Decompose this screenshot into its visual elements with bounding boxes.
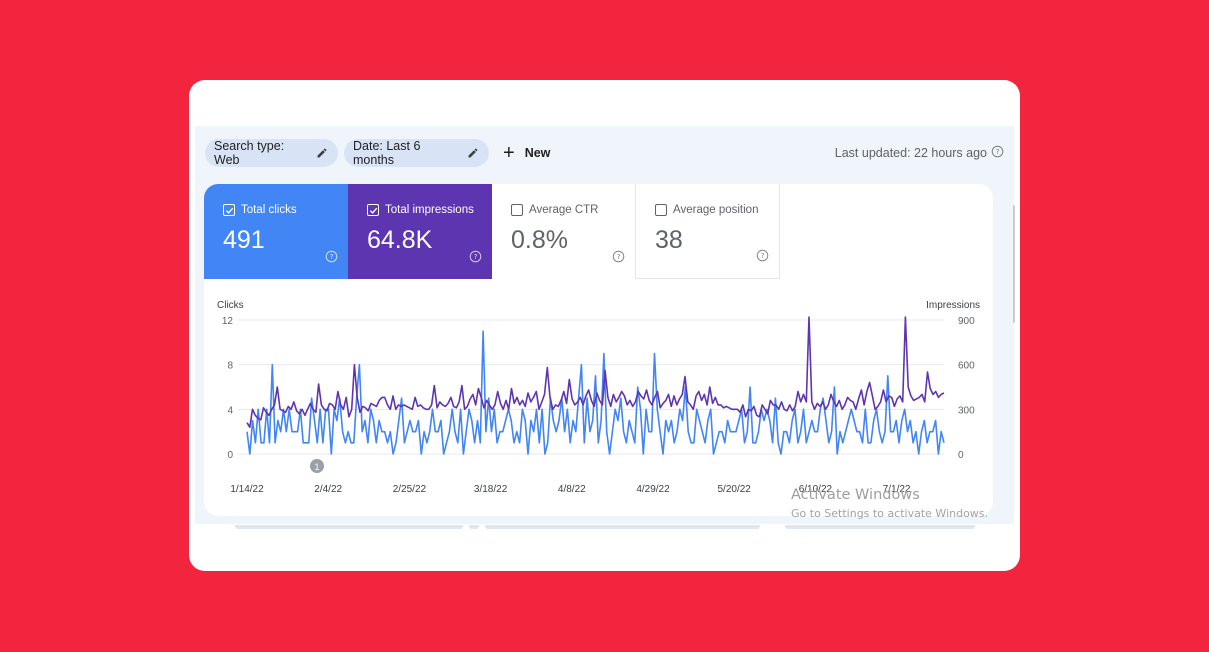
- pencil-icon: [467, 147, 479, 159]
- help-icon[interactable]: ?: [325, 250, 338, 268]
- x-tick-label: 2/25/22: [393, 484, 427, 495]
- svg-text:?: ?: [617, 252, 621, 261]
- annotation-marker-label: 1: [314, 462, 319, 472]
- below-cards-strip: [235, 525, 985, 529]
- checkbox-unchecked-icon[interactable]: [511, 204, 523, 216]
- help-icon[interactable]: ?: [469, 250, 482, 268]
- metric-value: 491: [223, 226, 265, 254]
- x-tick-label: 4/8/22: [558, 484, 586, 495]
- checkbox-checked-icon[interactable]: [223, 204, 235, 216]
- watermark-title: Activate Windows: [791, 487, 920, 503]
- help-icon[interactable]: ?: [756, 249, 769, 267]
- x-tick-label: 7/1/22: [883, 484, 911, 495]
- annotation-marker[interactable]: 1: [310, 459, 324, 473]
- x-tick-label: 3/18/22: [474, 484, 508, 495]
- search-type-chip[interactable]: Search type: Web: [205, 139, 338, 167]
- left-axis-title: Clicks: [217, 300, 244, 311]
- right-tick-label: 900: [958, 316, 975, 327]
- metric-total-clicks[interactable]: Total clicks 491 ?: [204, 184, 348, 279]
- right-tick-label: 0: [958, 450, 964, 461]
- watermark-subtitle: Go to Settings to activate Windows.: [791, 507, 989, 520]
- last-updated: Last updated: 22 hours ago ?: [835, 139, 1004, 167]
- svg-text:?: ?: [996, 147, 1000, 156]
- help-icon[interactable]: ?: [612, 250, 625, 268]
- x-tick-label: 5/20/22: [718, 484, 752, 495]
- date-chip[interactable]: Date: Last 6 months: [344, 139, 489, 167]
- left-tick-label: 0: [227, 450, 233, 461]
- left-tick-label: 4: [227, 405, 233, 416]
- help-icon[interactable]: ?: [991, 145, 1004, 161]
- x-tick-label: 4/29/22: [636, 484, 670, 495]
- x-tick-label: 2/4/22: [314, 484, 342, 495]
- metric-value: 0.8%: [511, 226, 568, 254]
- metric-label: Total impressions: [385, 204, 474, 216]
- checkbox-checked-icon[interactable]: [367, 204, 379, 216]
- x-tick-label: 6/10/22: [799, 484, 833, 495]
- x-tick-label: 1/14/22: [230, 484, 264, 495]
- metric-value: 38: [655, 226, 683, 254]
- series-line-total-impressions: [246, 316, 945, 428]
- svg-text:?: ?: [330, 252, 334, 261]
- metric-label: Average CTR: [529, 204, 599, 216]
- checkbox-unchecked-icon[interactable]: [655, 204, 667, 216]
- new-filter-button[interactable]: + New: [503, 139, 550, 167]
- right-tick-label: 600: [958, 361, 975, 372]
- date-chip-label: Date: Last 6 months: [353, 139, 421, 167]
- right-axis-title: Impressions: [926, 300, 980, 311]
- plus-icon: +: [503, 142, 515, 164]
- metric-total-impressions[interactable]: Total impressions 64.8K ?: [348, 184, 492, 279]
- new-button-label: New: [524, 146, 551, 160]
- left-tick-label: 8: [227, 361, 233, 372]
- left-tick-label: 12: [222, 316, 234, 327]
- performance-card: Search type: Web Date: Last 6 months + N…: [189, 80, 1020, 571]
- scrollbar-thumb[interactable]: [1013, 205, 1015, 323]
- right-tick-label: 300: [958, 405, 975, 416]
- last-updated-text: Last updated: 22 hours ago: [834, 146, 987, 160]
- performance-chart-area: Total clicks 491 ? Total impressions 64.…: [204, 184, 993, 516]
- pencil-icon: [316, 147, 328, 159]
- annotation-marker-dot: [310, 459, 324, 473]
- svg-text:?: ?: [761, 251, 765, 260]
- filter-toolbar: Search type: Web Date: Last 6 months + N…: [205, 139, 1004, 167]
- metric-average-position[interactable]: Average position 38 ?: [636, 184, 780, 279]
- metric-label: Average position: [673, 204, 759, 216]
- metric-label: Total clicks: [241, 204, 297, 216]
- series-line-total-clicks: [246, 330, 945, 455]
- metric-value: 64.8K: [367, 226, 433, 254]
- performance-line-chart: Clicks Impressions 12 8 4 0 900 600 300 0 1/14…: [217, 300, 980, 495]
- performance-panel: Search type: Web Date: Last 6 months + N…: [195, 126, 1014, 529]
- metric-average-ctr[interactable]: Average CTR 0.8% ?: [492, 184, 636, 279]
- windows-activation-watermark: Activate Windows Go to Settings to activ…: [791, 487, 988, 520]
- search-type-chip-label: Search type: Web: [214, 139, 285, 167]
- svg-text:?: ?: [474, 252, 478, 261]
